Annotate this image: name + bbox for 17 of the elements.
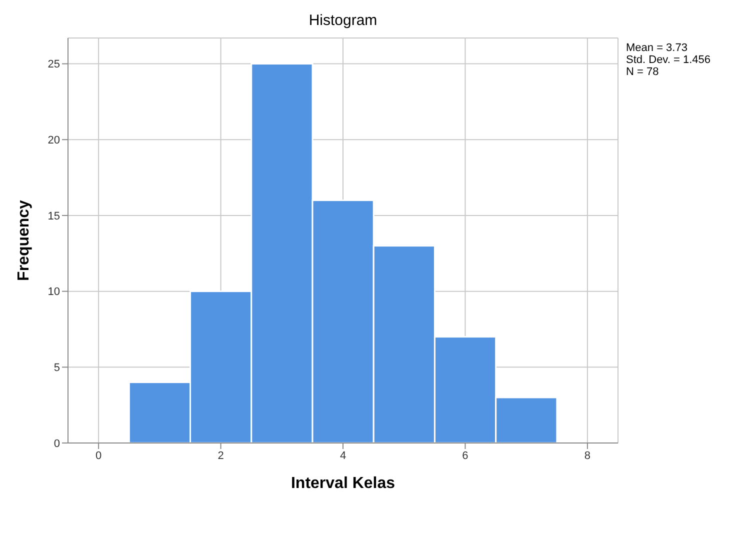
y-tick-label: 25 xyxy=(48,58,60,71)
chart-title: Histogram xyxy=(308,12,378,29)
x-tick-label: 4 xyxy=(340,450,346,462)
x-tick-label: 2 xyxy=(218,450,224,462)
y-tick-label: 10 xyxy=(48,286,60,298)
text: Std. Dev. = 1.456 xyxy=(626,54,710,66)
y-tick-label: 5 xyxy=(54,362,60,374)
text: N = 78 xyxy=(626,66,660,78)
x-tick-label: 8 xyxy=(584,450,591,462)
y-tick-label: 20 xyxy=(48,134,60,147)
y-tick-label: 15 xyxy=(48,210,60,222)
y-tick-label: 0 xyxy=(54,438,60,450)
x-axis-title: Interval Kelas xyxy=(290,475,396,492)
y-axis-title: Frequency xyxy=(16,200,33,281)
x-tick-label: 6 xyxy=(462,450,468,462)
x-tick-label: 0 xyxy=(95,450,102,462)
text: Mean = 3.73 xyxy=(626,42,688,54)
